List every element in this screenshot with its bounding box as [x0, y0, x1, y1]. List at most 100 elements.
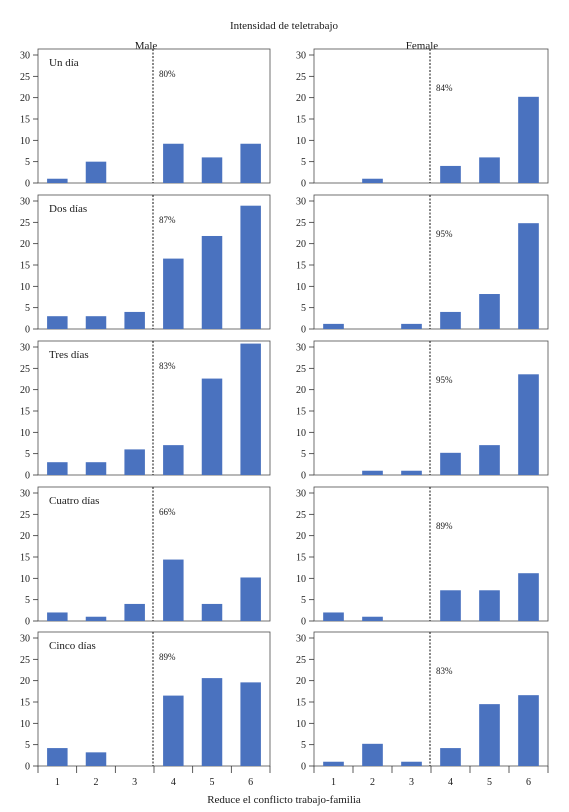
- y-tick-label: 10: [296, 282, 306, 293]
- y-tick-label: 25: [20, 364, 30, 375]
- panel-tres-dias-male: 0 5 10 15 20 25 30 83% Tres días: [20, 340, 271, 482]
- panel-dos-dias-male: 0 5 10 15 20 25 30 87% Dos días: [20, 194, 271, 336]
- y-tick-label: 15: [296, 115, 306, 126]
- y-tick-label: 25: [20, 72, 30, 83]
- bar-dos-dias-male-5: [201, 235, 223, 329]
- bar-un-dia-male-5: [201, 157, 223, 183]
- y-tick-label: 30: [20, 343, 30, 354]
- bar-cuatro-dias-male-4: [163, 559, 184, 621]
- x-tick-label: 5: [210, 777, 215, 788]
- bar-un-dia-female-6: [518, 96, 539, 183]
- y-tick-label: 5: [301, 303, 306, 314]
- bar-cinco-dias-female-5: [479, 704, 500, 766]
- bar-cuatro-dias-male-2: [85, 616, 107, 621]
- bar-dos-dias-male-1: [47, 316, 68, 329]
- y-tick-label: 15: [20, 261, 30, 272]
- y-tick-label: 15: [20, 553, 30, 564]
- y-tick-label: 30: [296, 634, 306, 645]
- y-tick-label: 0: [25, 471, 30, 482]
- y-tick-label: 5: [25, 303, 30, 314]
- row-label-dos-dias: Dos días: [49, 203, 87, 215]
- percent-label: 83%: [159, 361, 176, 371]
- bar-tres-dias-female-6: [518, 374, 539, 475]
- panel-frame: [37, 194, 271, 330]
- y-tick-label: 10: [20, 574, 30, 585]
- panel-cinco-dias-female: 0 5 10 15 20 25 30 83% 1 2 3 4 5 6: [296, 631, 549, 788]
- panel-tres-dias-female: 0 5 10 15 20 25 30 95%: [296, 340, 549, 482]
- y-tick-label: 20: [296, 385, 306, 396]
- bar-cuatro-dias-male-6: [240, 577, 261, 621]
- x-tick-label: 3: [409, 777, 414, 788]
- y-tick-label: 20: [20, 93, 30, 104]
- panel-frame: [313, 194, 549, 330]
- bar-cuatro-dias-female-4: [440, 590, 461, 621]
- bar-tres-dias-male-3: [124, 449, 145, 475]
- y-tick-label: 10: [296, 428, 306, 439]
- bar-tres-dias-female-3: [401, 470, 422, 475]
- y-tick-label: 0: [25, 325, 30, 336]
- x-axis-label: Reduce el conflicto trabajo-familia: [207, 794, 361, 806]
- bar-un-dia-female-2: [362, 178, 383, 183]
- panel-frame: [37, 486, 271, 622]
- percent-label: 95%: [436, 375, 453, 385]
- column-header-female: Female: [406, 40, 438, 52]
- bar-dos-dias-female-4: [440, 311, 461, 329]
- y-tick-label: 30: [20, 489, 30, 500]
- y-tick-label: 20: [296, 676, 306, 687]
- bar-dos-dias-female-5: [479, 294, 500, 329]
- y-tick-label: 20: [20, 531, 30, 542]
- y-tick-label: 30: [20, 634, 30, 645]
- panel-cinco-dias-male: 0 5 10 15 20 25 30 89% Cinco días 1 2 3 4 5 6: [20, 631, 271, 788]
- y-tick-label: 25: [296, 72, 306, 83]
- y-tick-label: 15: [296, 261, 306, 272]
- bar-cuatro-dias-male-1: [47, 612, 68, 621]
- bar-tres-dias-male-6: [240, 343, 261, 475]
- x-tick-label: 6: [248, 777, 253, 788]
- bar-cinco-dias-female-6: [518, 695, 539, 766]
- x-tick-label: 1: [55, 777, 60, 788]
- bar-tres-dias-male-2: [85, 462, 107, 475]
- y-tick-label: 30: [296, 343, 306, 354]
- y-tick-label: 5: [25, 595, 30, 606]
- x-tick-label: 3: [132, 777, 137, 788]
- y-tick-label: 15: [20, 407, 30, 418]
- panel-frame: [37, 340, 271, 476]
- bar-cuatro-dias-male-5: [201, 603, 223, 621]
- percent-label: 87%: [159, 215, 176, 225]
- panel-cuatro-dias-female: 0 5 10 15 20 25 30 89%: [296, 486, 549, 628]
- bar-tres-dias-male-4: [163, 445, 184, 475]
- y-tick-label: 30: [20, 51, 30, 62]
- bar-cuatro-dias-female-2: [362, 616, 383, 621]
- bar-cinco-dias-female-2: [362, 743, 383, 766]
- bar-tres-dias-male-1: [47, 462, 68, 475]
- x-tick-label: 6: [526, 777, 531, 788]
- y-tick-label: 25: [20, 218, 30, 229]
- bar-cinco-dias-female-1: [323, 761, 344, 766]
- bar-cuatro-dias-male-3: [124, 603, 145, 621]
- bar-dos-dias-male-4: [163, 258, 184, 329]
- y-tick-label: 5: [301, 157, 306, 168]
- bar-cinco-dias-female-4: [440, 748, 461, 766]
- y-tick-label: 10: [20, 282, 30, 293]
- y-tick-label: 20: [296, 239, 306, 250]
- y-tick-label: 15: [20, 698, 30, 709]
- y-tick-label: 10: [296, 719, 306, 730]
- percent-label: 84%: [436, 83, 453, 93]
- y-tick-label: 20: [20, 239, 30, 250]
- bar-dos-dias-female-3: [401, 323, 422, 329]
- row-label-cinco-dias: Cinco días: [49, 640, 96, 652]
- panel-frame: [37, 48, 271, 184]
- y-tick-label: 0: [301, 471, 306, 482]
- panel-frame: [37, 631, 271, 767]
- y-tick-label: 0: [301, 179, 306, 190]
- bar-dos-dias-male-2: [85, 316, 107, 329]
- x-tick-label: 1: [331, 777, 336, 788]
- row-label-tres-dias: Tres días: [49, 349, 89, 361]
- percent-label: 66%: [159, 507, 176, 517]
- bar-tres-dias-female-5: [479, 445, 500, 475]
- y-tick-label: 20: [20, 385, 30, 396]
- y-tick-label: 10: [20, 136, 30, 147]
- panel-frame: [313, 486, 549, 622]
- y-tick-label: 0: [301, 762, 306, 773]
